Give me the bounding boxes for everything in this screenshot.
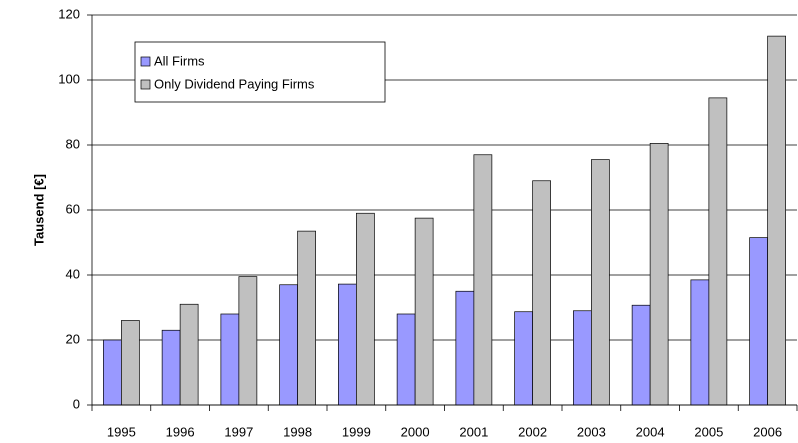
bar [514, 311, 533, 406]
x-tick-label: 1996 [166, 424, 195, 439]
bar [649, 143, 669, 406]
bar [161, 329, 181, 406]
bar [591, 159, 610, 406]
bar [103, 339, 122, 406]
x-tick-label: 2005 [694, 424, 723, 439]
x-tick-label: 1997 [224, 424, 253, 439]
y-axis-label: Tausend [€] [31, 174, 46, 246]
bar [356, 212, 375, 406]
x-tick-label: 2004 [636, 424, 665, 439]
x-tick-label: 2003 [577, 424, 606, 439]
bar [179, 303, 199, 406]
x-tick-label: 2006 [753, 424, 782, 439]
x-tick-label: 1999 [342, 424, 371, 439]
bar [473, 154, 493, 406]
y-tick-label: 120 [58, 6, 80, 21]
bar [749, 237, 768, 406]
bar [708, 97, 728, 406]
bar [220, 313, 240, 406]
legend-box [134, 41, 386, 103]
y-tick-label: 100 [58, 71, 80, 86]
legend-swatch [140, 79, 151, 90]
bar [767, 35, 786, 406]
bar [690, 279, 710, 406]
bar [238, 276, 258, 406]
bar [532, 180, 551, 406]
y-tick-label: 60 [66, 201, 80, 216]
bar [631, 304, 651, 406]
x-tick-label: 1995 [107, 424, 136, 439]
y-tick-label: 40 [66, 266, 80, 281]
x-tick-label: 2002 [518, 424, 547, 439]
x-tick-label: 1998 [283, 424, 312, 439]
bar [455, 290, 475, 406]
bar [297, 230, 316, 406]
y-tick-label: 0 [73, 396, 80, 411]
bar [121, 320, 140, 406]
legend-swatch [140, 56, 151, 67]
bar [573, 310, 592, 406]
bar [279, 284, 298, 406]
legend-label: Only Dividend Paying Firms [154, 76, 315, 91]
bar [414, 217, 434, 406]
y-tick-label: 20 [66, 331, 80, 346]
x-tick-label: 2001 [459, 424, 488, 439]
legend-label: All Firms [154, 53, 205, 68]
bar [396, 313, 416, 406]
x-tick-label: 2000 [401, 424, 430, 439]
bar [338, 283, 357, 406]
y-tick-label: 80 [66, 136, 80, 151]
